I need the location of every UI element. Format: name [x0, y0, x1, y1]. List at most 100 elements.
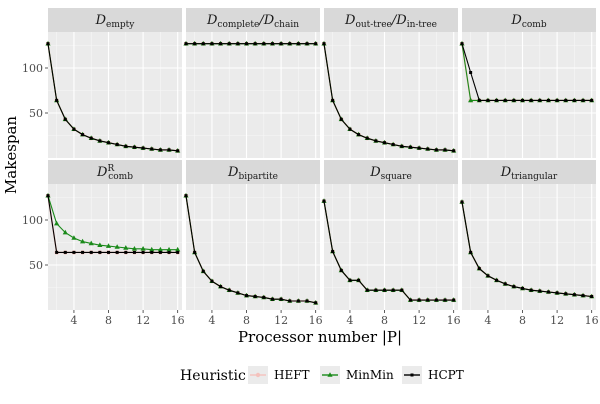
data-point-hcpt — [219, 285, 223, 289]
panel-strip — [48, 160, 182, 184]
data-point-hcpt — [426, 298, 430, 302]
data-point-hcpt — [253, 295, 257, 298]
legend-key-marker — [327, 372, 333, 377]
x-tick-label: 16 — [309, 314, 323, 327]
data-point-hcpt — [270, 297, 274, 301]
data-point-hcpt — [55, 250, 59, 254]
series-line-hcpt — [47, 43, 178, 152]
data-point-hcpt — [555, 98, 559, 102]
data-point-hcpt — [486, 274, 490, 278]
data-point-hcpt — [227, 288, 231, 292]
data-point-hcpt — [279, 297, 283, 301]
panel-2: Dcomplete/Dchain — [183, 8, 320, 158]
data-point-hcpt — [357, 133, 361, 137]
panel-strip — [186, 8, 320, 32]
series-line-hcpt — [323, 201, 454, 301]
data-point-hcpt — [201, 269, 205, 273]
data-point-hcpt — [564, 98, 568, 102]
x-tick-label: 16 — [171, 314, 185, 327]
panel-title: Dcomb — [510, 13, 546, 30]
series-line-hcpt — [461, 201, 592, 298]
data-point-minmin — [123, 245, 129, 250]
data-point-hcpt — [538, 289, 542, 293]
data-point-hcpt — [150, 147, 154, 151]
legend-title: Heuristic — [180, 368, 246, 384]
legend-label: MinMin — [346, 368, 394, 382]
data-point-hcpt — [590, 295, 594, 298]
data-point-hcpt — [434, 298, 438, 302]
y-tick-label: 50 — [29, 259, 43, 272]
data-point-hcpt — [132, 250, 136, 254]
panel-background — [186, 184, 320, 310]
data-point-hcpt — [167, 148, 171, 152]
data-point-hcpt — [590, 98, 594, 102]
data-point-hcpt — [383, 141, 387, 145]
data-point-hcpt — [236, 42, 240, 46]
panel-background — [324, 32, 458, 158]
data-point-minmin — [175, 246, 181, 252]
data-point-hcpt — [314, 42, 318, 46]
data-point-hcpt — [365, 288, 369, 292]
panel-strip — [324, 160, 458, 184]
y-axis-label: Makespan — [2, 116, 20, 195]
data-point-hcpt — [296, 42, 300, 46]
data-point-hcpt — [167, 250, 171, 254]
data-point-minmin — [71, 235, 77, 240]
legend-key-marker — [255, 372, 261, 378]
panel-strip — [186, 160, 320, 184]
data-point-hcpt — [357, 278, 361, 282]
data-point-minmin — [149, 246, 155, 252]
data-point-hcpt — [469, 250, 473, 254]
x-tick-label: 4 — [346, 314, 353, 327]
panel-background — [186, 32, 320, 158]
data-point-hcpt — [452, 298, 456, 302]
data-point-hcpt — [245, 294, 249, 298]
legend-label: HCPT — [428, 368, 464, 382]
data-point-hcpt — [538, 98, 542, 102]
data-point-minmin — [88, 240, 94, 246]
data-point-hcpt — [193, 250, 197, 254]
data-point-hcpt — [512, 285, 516, 289]
data-point-hcpt — [469, 71, 473, 74]
data-point-hcpt — [417, 146, 421, 150]
data-point-hcpt — [391, 288, 395, 292]
panel-5: DR comb 50 100 4 8 12 16 — [22, 160, 185, 327]
data-point-hcpt — [408, 298, 412, 302]
data-point-hcpt — [81, 133, 85, 137]
data-point-hcpt — [176, 250, 180, 254]
panel-6: Dbipartite 4 8 12 16 — [183, 160, 323, 327]
data-point-hcpt — [348, 127, 352, 131]
data-point-hcpt — [141, 250, 145, 254]
data-point-hcpt — [581, 294, 585, 298]
data-point-hcpt — [296, 299, 300, 303]
panel-title: Dcomplete/Dchain — [206, 13, 299, 30]
panel-strip — [462, 160, 596, 184]
data-point-hcpt — [89, 250, 93, 254]
data-point-hcpt — [141, 146, 145, 150]
panel-7: Dsquare 4 8 12 16 — [321, 160, 461, 327]
x-tick-label: 8 — [243, 314, 250, 327]
series-line-minmin — [47, 195, 178, 251]
x-axis-label: Processor number |P| — [238, 328, 402, 346]
panel-title: Dbipartite — [227, 165, 278, 182]
panels: Dempty 50 100 Dcomplete/Dchain Dout-tree/Din… — [22, 8, 599, 327]
data-point-hcpt — [184, 194, 188, 198]
data-point-hcpt — [124, 144, 128, 148]
data-point-hcpt — [176, 149, 180, 153]
data-point-hcpt — [339, 117, 343, 121]
data-point-minmin — [157, 246, 163, 252]
data-point-hcpt — [305, 42, 309, 46]
data-point-hcpt — [63, 117, 67, 121]
x-tick-label: 12 — [412, 314, 426, 327]
data-point-minmin — [54, 220, 60, 226]
data-point-hcpt — [72, 250, 76, 254]
data-point-hcpt — [408, 145, 412, 149]
data-point-hcpt — [495, 98, 499, 102]
panel-title: DR comb — [96, 164, 133, 182]
y-tick-label: 100 — [22, 62, 43, 75]
data-point-hcpt — [262, 42, 266, 46]
data-point-minmin — [105, 243, 112, 248]
data-point-hcpt — [201, 42, 205, 46]
x-tick-label: 12 — [550, 314, 564, 327]
